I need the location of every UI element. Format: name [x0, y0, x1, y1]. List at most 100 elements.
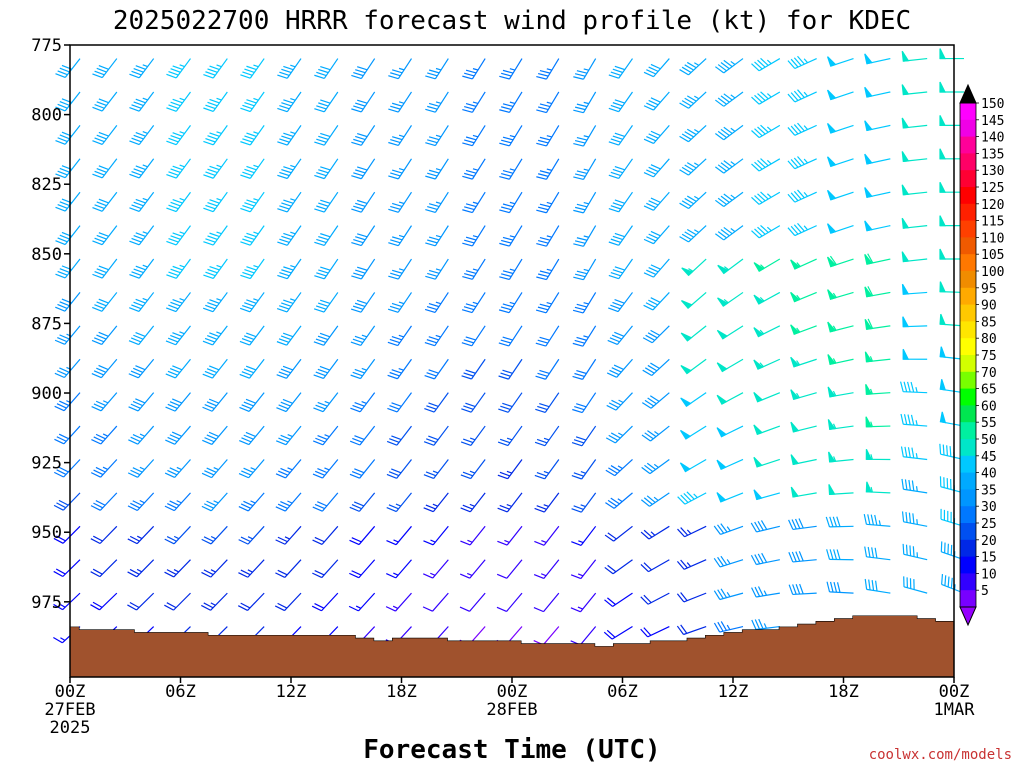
- colorbar-bottom-arrow: [959, 606, 977, 627]
- wind-barb: [277, 258, 302, 280]
- wind-barb: [751, 57, 781, 72]
- wind-barb: [788, 551, 817, 563]
- y-tick-label: 800: [31, 106, 62, 126]
- wind-barb: [827, 123, 854, 134]
- colorbar-swatch: [960, 590, 976, 608]
- wind-barb: [92, 258, 118, 279]
- wind-barb: [573, 225, 597, 247]
- y-tick-label: 925: [31, 454, 62, 474]
- colorbar-label: 130: [981, 164, 1004, 179]
- wind-barb: [424, 392, 449, 413]
- wind-barb: [460, 525, 486, 546]
- wind-barb: [642, 358, 670, 377]
- wind-barb: [239, 292, 265, 313]
- credit-text: coolwx.com/models: [869, 747, 1012, 763]
- colorbar-swatch: [960, 203, 976, 222]
- wind-barb: [900, 381, 928, 394]
- y-tick-label: 775: [31, 36, 62, 56]
- wind-barb: [277, 191, 302, 213]
- wind-barb: [312, 425, 339, 446]
- wind-barb: [166, 158, 191, 179]
- wind-barb: [535, 392, 560, 414]
- wind-barb: [790, 324, 817, 335]
- y-tick-label: 900: [31, 384, 62, 404]
- wind-barb: [679, 91, 707, 109]
- wind-barb: [239, 325, 265, 346]
- wind-barb: [864, 318, 891, 330]
- wind-barb: [274, 592, 302, 612]
- wind-barb: [460, 425, 486, 446]
- wind-barb: [790, 486, 817, 498]
- x-tick-label: 1MAR: [934, 700, 976, 720]
- x-tick-label: 2025: [50, 718, 91, 738]
- colorbar-swatch: [960, 371, 976, 390]
- wind-barb: [640, 525, 670, 540]
- wind-barb: [314, 258, 339, 280]
- wind-barb: [715, 58, 744, 74]
- wind-barb: [901, 478, 928, 494]
- x-tick-label: 18Z: [386, 682, 417, 702]
- wind-barb: [716, 458, 744, 471]
- wind-barb: [164, 492, 191, 512]
- wind-barb: [238, 525, 265, 545]
- colorbar-label: 65: [981, 383, 997, 398]
- wind-barb: [127, 492, 155, 512]
- wind-barb: [901, 217, 928, 229]
- colorbar-label: 45: [981, 450, 997, 465]
- wind-barb: [55, 191, 81, 212]
- wind-barb: [386, 492, 412, 513]
- wind-barb: [572, 325, 597, 347]
- wind-barb: [129, 125, 155, 146]
- wind-barb: [902, 316, 928, 328]
- wind-barb: [349, 525, 376, 546]
- wind-barb: [386, 525, 412, 546]
- wind-barb: [534, 459, 560, 480]
- wind-barb: [787, 189, 817, 203]
- wind-barb: [388, 91, 413, 113]
- wind-barb: [572, 292, 597, 314]
- wind-barb: [239, 358, 265, 379]
- wind-barb: [680, 392, 707, 408]
- wind-barb: [312, 559, 339, 579]
- wind-barb: [715, 158, 744, 174]
- wind-barb: [203, 258, 228, 280]
- wind-barb: [827, 354, 854, 365]
- wind-barb: [164, 459, 191, 479]
- colorbar-swatch: [960, 304, 976, 322]
- wind-barb: [351, 158, 376, 180]
- wind-barb: [864, 187, 891, 199]
- wind-barb: [677, 491, 707, 505]
- wind-barb: [201, 525, 228, 545]
- wind-barb: [387, 292, 412, 313]
- wind-barb: [787, 122, 817, 136]
- wind-barb: [165, 325, 191, 346]
- wind-barb: [787, 222, 817, 237]
- colorbar-swatch: [960, 237, 976, 255]
- wind-barb: [640, 625, 670, 638]
- colorbar-swatch: [960, 103, 976, 121]
- wind-barb: [864, 546, 891, 561]
- wind-barb: [462, 225, 486, 247]
- wind-barb: [827, 321, 854, 333]
- y-axis: 775 800 825 850 875 900 925 950 975: [31, 36, 70, 613]
- colorbar-top-arrow: [959, 83, 977, 104]
- wind-barb: [751, 191, 781, 205]
- wind-barb: [640, 492, 670, 507]
- wind-barb: [423, 559, 449, 579]
- wind-barb: [608, 158, 633, 180]
- wind-barb: [423, 425, 449, 446]
- colorbar-label: 90: [981, 299, 997, 314]
- x-tick-label: 06Z: [165, 682, 196, 702]
- wind-barb: [680, 358, 707, 375]
- wind-barb: [461, 358, 486, 380]
- wind-barb: [127, 592, 155, 611]
- wind-barb: [388, 125, 413, 147]
- wind-barb: [499, 58, 523, 80]
- wind-barb: [314, 58, 339, 79]
- wind-barb: [92, 225, 118, 246]
- wind-barb: [751, 586, 780, 598]
- wind-barb: [643, 292, 670, 311]
- wind-barb: [499, 225, 523, 247]
- wind-barb: [753, 358, 781, 370]
- wind-barb: [128, 392, 155, 412]
